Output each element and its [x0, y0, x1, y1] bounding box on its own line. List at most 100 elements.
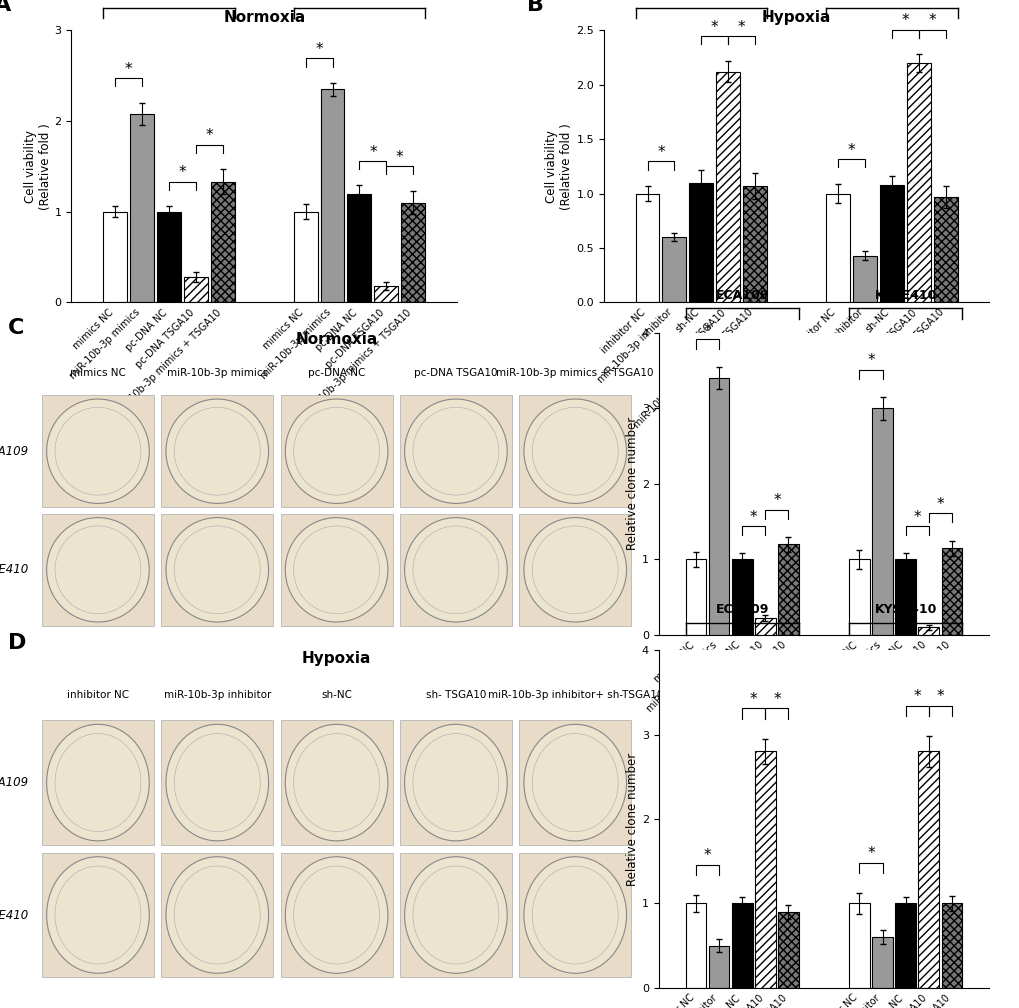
Text: *: *: [772, 691, 780, 707]
Bar: [825, 194, 849, 302]
Ellipse shape: [405, 725, 506, 841]
Bar: [399, 721, 512, 845]
Bar: [280, 395, 392, 507]
Bar: [895, 559, 915, 635]
Text: *: *: [206, 128, 213, 143]
Text: KYSE410: KYSE410: [873, 604, 935, 617]
Text: *: *: [912, 689, 920, 705]
Text: pc-DNA NC: pc-DNA NC: [308, 368, 365, 378]
Text: *: *: [847, 143, 854, 158]
Bar: [399, 853, 512, 977]
Bar: [685, 903, 706, 988]
Ellipse shape: [166, 399, 268, 503]
Text: pc-DNA TSGA10: pc-DNA TSGA10: [414, 368, 497, 378]
Ellipse shape: [285, 857, 387, 974]
Bar: [161, 395, 273, 507]
Bar: [932, 197, 957, 302]
Text: *: *: [703, 323, 711, 338]
Bar: [399, 514, 512, 626]
Bar: [42, 721, 154, 845]
Text: Normoxia: Normoxia: [296, 332, 377, 347]
Text: C: C: [8, 318, 24, 338]
Bar: [103, 212, 127, 302]
Bar: [157, 212, 180, 302]
Bar: [161, 721, 273, 845]
Bar: [519, 853, 631, 977]
Text: ECA109: ECA109: [715, 604, 768, 617]
Text: ECA109: ECA109: [0, 776, 29, 789]
Text: miR-10b-3p inhibitor: miR-10b-3p inhibitor: [163, 690, 271, 701]
Text: ECA109: ECA109: [674, 0, 728, 3]
Bar: [661, 237, 686, 302]
Text: sh- TSGA10: sh- TSGA10: [425, 690, 486, 701]
Bar: [777, 912, 798, 988]
Bar: [849, 903, 869, 988]
Bar: [715, 72, 740, 302]
Text: *: *: [901, 13, 908, 28]
Bar: [754, 752, 774, 988]
Bar: [161, 514, 273, 626]
Text: mimics NC: mimics NC: [70, 368, 125, 378]
Bar: [293, 212, 317, 302]
Bar: [400, 203, 425, 302]
Bar: [871, 408, 892, 635]
Text: KYSE410: KYSE410: [873, 289, 935, 302]
Ellipse shape: [405, 518, 506, 622]
Bar: [211, 181, 234, 302]
Bar: [871, 937, 892, 988]
Bar: [917, 752, 938, 988]
Text: *: *: [656, 145, 664, 160]
Bar: [879, 184, 903, 302]
Text: *: *: [772, 493, 780, 508]
Bar: [183, 277, 208, 302]
Text: KYSE410: KYSE410: [328, 0, 390, 3]
Ellipse shape: [166, 518, 268, 622]
Ellipse shape: [47, 518, 149, 622]
Ellipse shape: [285, 518, 387, 622]
Text: KYSE410: KYSE410: [0, 908, 29, 921]
Ellipse shape: [166, 725, 268, 841]
Y-axis label: Relative clone number: Relative clone number: [626, 417, 638, 550]
Y-axis label: Cell viability
(Relative fold ): Cell viability (Relative fold ): [545, 123, 573, 210]
Bar: [754, 619, 774, 635]
Text: miR-10b-3p mimics + TSGA10: miR-10b-3p mimics + TSGA10: [496, 368, 653, 378]
Ellipse shape: [47, 725, 149, 841]
Text: *: *: [749, 691, 757, 707]
Text: inhibitor NC: inhibitor NC: [67, 690, 128, 701]
Bar: [849, 559, 869, 635]
Ellipse shape: [405, 857, 506, 974]
Ellipse shape: [47, 399, 149, 503]
Bar: [519, 514, 631, 626]
Ellipse shape: [285, 725, 387, 841]
Bar: [519, 395, 631, 507]
Text: *: *: [178, 165, 186, 180]
Bar: [161, 853, 273, 977]
Text: *: *: [927, 13, 935, 28]
Ellipse shape: [47, 857, 149, 974]
Text: *: *: [935, 497, 944, 512]
Bar: [635, 194, 659, 302]
Text: Hypoxia: Hypoxia: [302, 651, 371, 666]
Text: ECA109: ECA109: [0, 445, 29, 458]
Bar: [42, 514, 154, 626]
Text: *: *: [124, 61, 132, 77]
Text: KYSE410: KYSE410: [0, 563, 29, 577]
Bar: [941, 903, 961, 988]
Text: *: *: [710, 20, 718, 35]
Text: miR-10b-3p inhibitor+ sh-TSGA10: miR-10b-3p inhibitor+ sh-TSGA10: [487, 690, 662, 701]
Text: *: *: [703, 848, 711, 863]
Bar: [130, 114, 154, 302]
Ellipse shape: [166, 857, 268, 974]
Text: *: *: [935, 689, 944, 705]
Bar: [906, 62, 929, 302]
Text: ECA109: ECA109: [143, 0, 196, 3]
Bar: [852, 256, 876, 302]
Bar: [743, 185, 766, 302]
Text: *: *: [749, 510, 757, 524]
Bar: [689, 182, 712, 302]
Bar: [42, 853, 154, 977]
Text: *: *: [866, 353, 874, 368]
Title: Normoxia: Normoxia: [223, 10, 305, 25]
Text: *: *: [737, 20, 745, 35]
Text: ECA109: ECA109: [715, 289, 768, 302]
